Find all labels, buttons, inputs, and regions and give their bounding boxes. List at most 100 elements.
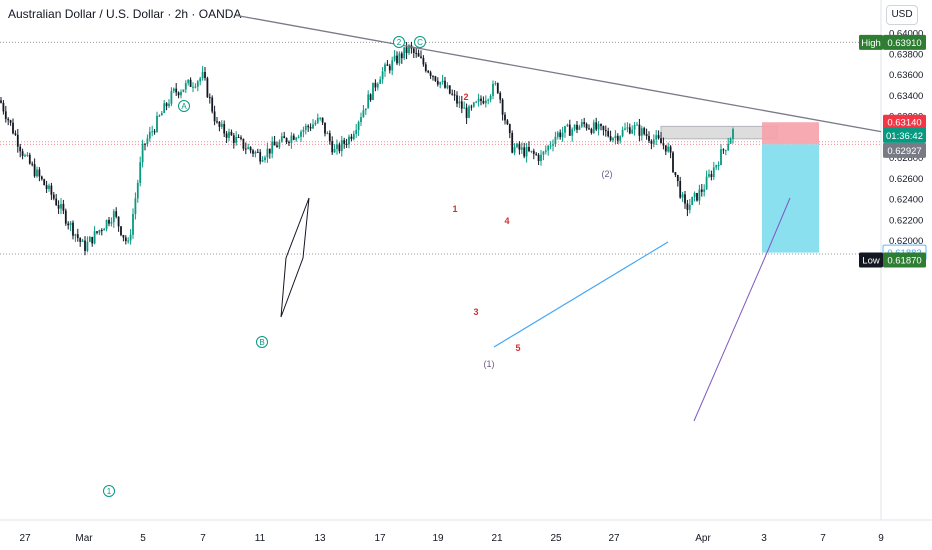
candle-body [230, 131, 233, 136]
candle-body [492, 83, 494, 96]
candle-body [304, 125, 307, 130]
candle-body [98, 230, 101, 233]
candle-body [100, 230, 103, 232]
candle-body [31, 163, 34, 165]
candle-body [722, 149, 725, 151]
candle-body [266, 148, 269, 158]
candle-body [398, 53, 401, 64]
currency-button[interactable]: USD [886, 5, 918, 25]
candle-body [369, 94, 372, 101]
candle-body [420, 56, 422, 58]
candle-body [108, 219, 110, 224]
candle-body [676, 174, 679, 182]
candle-body [362, 110, 365, 118]
wave-label-2: 2 [397, 38, 402, 47]
candle-body [264, 157, 266, 160]
candle-body [36, 169, 38, 177]
candle-body [136, 182, 139, 199]
candle-body [631, 129, 634, 134]
candle-body [381, 71, 384, 80]
candle-body [583, 122, 586, 125]
candle-body [192, 86, 194, 88]
candle-body [376, 83, 379, 88]
candle-body [520, 147, 523, 150]
candle-body [710, 174, 713, 178]
x-tick-label: 11 [255, 533, 266, 544]
x-tick-label: 7 [200, 533, 206, 544]
high-tag-bg [859, 34, 883, 50]
candle-body [547, 145, 550, 151]
candle-body [496, 83, 499, 93]
candle-body [417, 53, 420, 57]
risk-zone [762, 122, 819, 145]
candle-body [340, 140, 343, 152]
candle-body [2, 102, 5, 112]
candle-body [268, 148, 271, 154]
candle-body [602, 125, 605, 131]
candle-body [393, 55, 396, 61]
candle-body [184, 83, 187, 90]
candle-body [715, 165, 718, 168]
x-tick-label: 25 [550, 533, 562, 544]
candle-body [328, 133, 331, 142]
candle-body [124, 237, 127, 242]
candle-body [76, 234, 79, 239]
candle-body [460, 101, 463, 109]
candle-body [300, 131, 302, 137]
candle-body [504, 114, 506, 121]
candle-body [636, 124, 638, 126]
chart-title: Australian Dollar / U.S. Dollar · 2h · O… [8, 7, 242, 21]
candle-body [187, 79, 190, 84]
candle-series [0, 41, 734, 256]
candle-body [700, 189, 703, 192]
candle-body [206, 78, 209, 98]
candle-body [566, 124, 569, 127]
y-tick-label: 0.62200 [889, 215, 923, 226]
candle-body [24, 155, 26, 157]
candle-body [626, 127, 629, 129]
candle-body [724, 150, 727, 152]
candle-body [729, 138, 732, 144]
candle-body [597, 124, 600, 130]
candle-body [482, 100, 485, 104]
wave-red-2: 2 [463, 92, 468, 102]
candle-body [88, 236, 91, 242]
candle-body [638, 124, 641, 136]
candle-body [84, 240, 86, 251]
candle-body [645, 134, 648, 136]
candle-body [7, 118, 10, 121]
candle-body [45, 185, 48, 189]
candle-body [237, 137, 240, 139]
candle-body [703, 189, 706, 192]
candle-body [614, 135, 617, 139]
candle-body [451, 93, 454, 95]
candle-body [384, 64, 386, 72]
candle-body [288, 142, 290, 144]
candle-body [96, 231, 98, 233]
candle-body [172, 88, 175, 91]
candle-body [249, 147, 252, 151]
candle-body [408, 45, 410, 54]
candle-body [170, 90, 173, 104]
candle-body [458, 101, 461, 104]
candle-body [576, 124, 578, 130]
candle-body [232, 135, 235, 143]
candle-body [168, 103, 170, 107]
candle-body [628, 127, 631, 134]
candle-body [542, 151, 545, 155]
candle-body [79, 238, 82, 242]
x-tick-label: 9 [878, 533, 884, 544]
candle-body [201, 71, 204, 79]
candle-body [484, 100, 487, 104]
candle-body [91, 236, 94, 244]
candle-body [12, 122, 14, 134]
candle-body [489, 95, 492, 100]
candle-body [216, 121, 218, 123]
candle-body [55, 198, 58, 206]
candle-body [336, 144, 338, 149]
candle-body [16, 134, 19, 147]
candle-body [436, 80, 439, 85]
candle-body [40, 176, 43, 180]
candle-body [684, 194, 686, 204]
